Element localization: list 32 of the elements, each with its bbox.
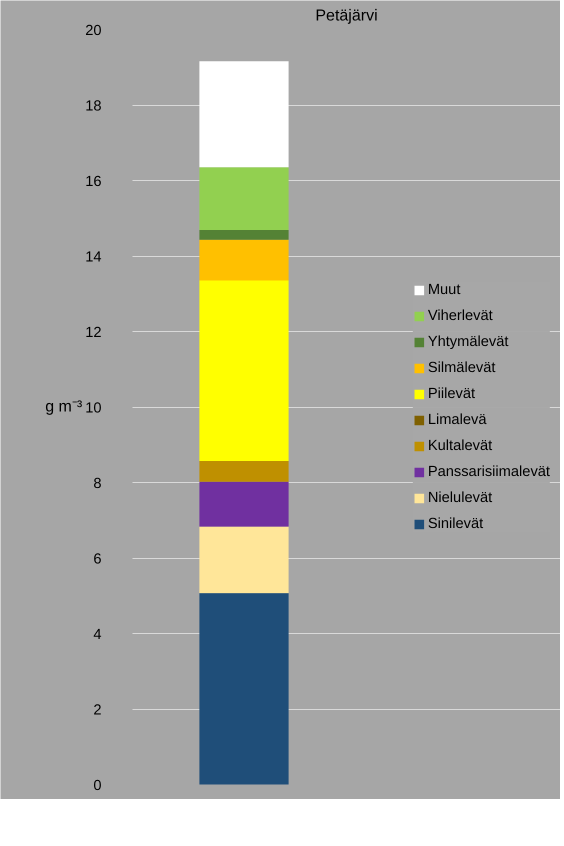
y-tick-label: 10 [85,400,102,416]
legend-label: Silmälevät [428,360,496,376]
y-tick-label: 16 [85,174,102,190]
bar [199,280,289,461]
legend-label: Kultalevät [428,438,492,454]
y-tick-label: 0 [93,778,102,794]
y-tick-label: 6 [93,552,102,568]
bar [199,593,289,784]
bar [199,230,289,240]
legend-label: Muut [428,282,460,298]
y-tick-label: 2 [93,702,102,718]
y-tick-label: 8 [93,476,102,492]
bar [199,460,289,482]
chart-title: Petäjärvi [315,8,378,24]
bar [199,61,289,168]
y-tick-label: 12 [85,325,102,341]
legend-label: Nielulevät [428,490,492,506]
bar [199,240,289,281]
bar [199,482,289,527]
y-tick-label: 14 [85,250,102,266]
y-tick-label: 18 [85,98,102,114]
legend-label: Yhtymälevät [428,334,508,350]
legend-label: Limalevä [428,412,486,428]
bar [199,526,289,594]
legend-label: Panssarisiimalevät [428,464,550,480]
legend-label: Piilevät [428,386,476,402]
y-axis-title: g m⁻³ [45,398,83,416]
legend-label: Sinilevät [428,516,484,532]
y-tick-label: 4 [93,627,102,643]
y-tick-label: 20 [85,23,102,39]
bar [199,167,289,230]
legend-label: Viherlevät [428,308,493,324]
